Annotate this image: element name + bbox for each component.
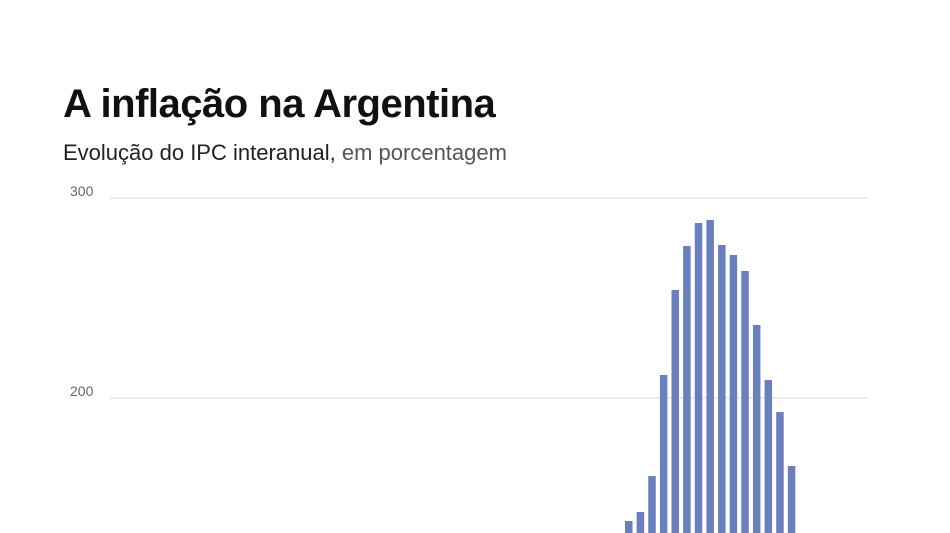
y-tick-label: 300 (70, 183, 94, 199)
subtitle-unit: em porcentagem (341, 140, 507, 165)
bar (718, 245, 726, 533)
bar (764, 380, 773, 533)
bar (694, 223, 703, 533)
bar (671, 290, 680, 533)
bar (787, 466, 796, 533)
bar (706, 220, 714, 533)
bar (683, 246, 691, 533)
bar (729, 255, 738, 533)
y-tick-label: 200 (70, 383, 94, 399)
bar (741, 271, 749, 533)
chart-title: A inflação na Argentina (63, 82, 496, 126)
bar (659, 375, 668, 533)
bar (752, 325, 761, 533)
bar (648, 476, 656, 533)
subtitle-main: Evolução do IPC interanual, (63, 140, 336, 165)
bar (625, 521, 633, 533)
chart-subtitle: Evolução do IPC interanual, em porcentag… (63, 140, 507, 166)
bar (636, 512, 645, 533)
bar (776, 412, 784, 533)
